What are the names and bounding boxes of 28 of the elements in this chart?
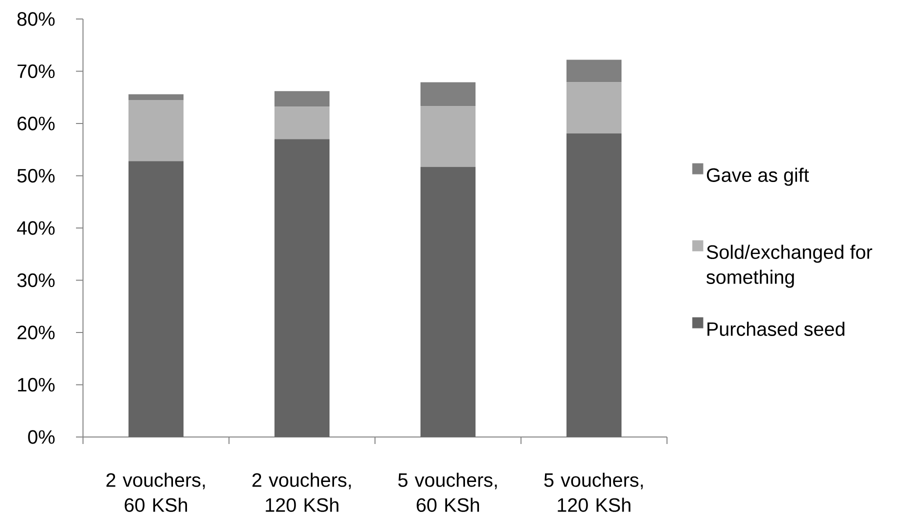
x-tick-label: 5 vouchers, 120 KSh	[544, 472, 643, 512]
y-tick-label: 50%	[17, 168, 55, 183]
x-tick-label: 2 vouchers, 60 KSh	[106, 472, 205, 512]
y-tick-label: 80%	[17, 12, 55, 26]
y-tick-label: 0%	[28, 430, 55, 444]
bar	[274, 106, 330, 140]
bar	[566, 82, 622, 134]
y-tick-label: 40%	[17, 221, 55, 235]
bar	[566, 133, 622, 437]
y-tick-label: 10%	[18, 378, 55, 392]
x-tick-label: 5 vouchers, 60 KSh	[398, 472, 497, 512]
x-tick-label: 2 vouchers, 120 KSh	[252, 472, 351, 512]
y-tick-label: 60%	[18, 116, 55, 130]
bar	[420, 82, 476, 106]
bar	[274, 139, 330, 437]
legend-label: Sold/exchanged for something	[706, 244, 872, 288]
legend-label: Gave as gift	[706, 168, 809, 186]
bar	[420, 166, 476, 437]
y-tick-label: 70%	[18, 64, 55, 78]
bar	[566, 60, 622, 82]
bar	[128, 100, 184, 162]
y-tick-label: 20%	[18, 326, 55, 340]
bar	[128, 94, 184, 100]
y-tick-label: 30%	[17, 273, 55, 288]
bar	[420, 106, 476, 167]
bar	[128, 161, 184, 437]
legend-label: Purchased seed	[708, 322, 844, 336]
bar	[274, 91, 330, 107]
